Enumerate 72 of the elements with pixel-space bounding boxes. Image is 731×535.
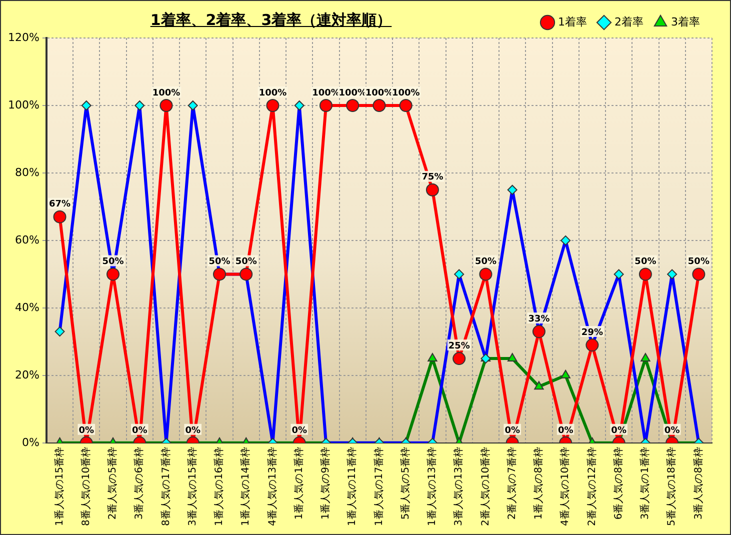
point	[479, 268, 492, 281]
data-label: 29%	[581, 328, 603, 338]
x-tick-label: 2番人気の10番枠	[479, 446, 492, 526]
x-tick-label: 4番人気の10番枠	[559, 446, 572, 526]
data-label: 0%	[611, 426, 626, 436]
x-tick-label: 1番人気の16番枠	[213, 446, 226, 526]
x-tick-label: 1番人気の8番枠	[532, 446, 545, 520]
x-tick-label: 3番人気の6番枠	[133, 446, 146, 520]
data-label: 50%	[208, 257, 230, 268]
point	[426, 183, 439, 196]
x-tick-label: 3番人気の8番枠	[692, 446, 704, 520]
data-label: 100%	[312, 88, 340, 98]
x-tick-label: 8番人気の10番枠	[80, 446, 92, 526]
data-label: 100%	[365, 88, 394, 98]
legend-label: 3着率	[671, 15, 700, 28]
point	[53, 210, 66, 224]
x-tick-label: 3番人気の1番枠	[639, 446, 652, 520]
data-label: 33%	[528, 314, 550, 324]
legend-label: 2着率	[614, 15, 644, 28]
point	[160, 98, 173, 112]
y-tick-label: 20%	[14, 368, 40, 382]
data-label: 0%	[558, 426, 574, 436]
point	[346, 98, 360, 112]
x-tick-label: 3番人気の13番枠	[452, 446, 465, 526]
y-tick-label: 40%	[14, 300, 40, 314]
x-tick-label: 2番人気の7番枠	[506, 446, 518, 520]
data-label: 50%	[102, 257, 124, 268]
x-tick-label: 3番人気の15番枠	[186, 446, 198, 526]
point	[266, 98, 280, 112]
data-label: 25%	[448, 341, 470, 352]
data-label: 50%	[634, 257, 656, 268]
data-label: 100%	[258, 88, 287, 98]
x-tick-label: 1番人気の14番枠	[240, 446, 252, 526]
data-label: 0%	[504, 426, 520, 436]
point	[319, 98, 332, 112]
y-tick-label: 100%	[8, 98, 40, 112]
data-label: 50%	[474, 257, 496, 268]
x-tick-label: 4番人気の13番枠	[266, 446, 278, 526]
data-label: 67%	[48, 200, 71, 210]
x-tick-label: 1番人気の15番枠	[53, 446, 66, 526]
point	[372, 98, 386, 112]
point	[692, 268, 706, 281]
y-tick-label: 120%	[8, 30, 40, 44]
x-tick-label: 1番人気の13番枠	[426, 446, 438, 526]
point	[638, 268, 652, 281]
data-label: 100%	[152, 88, 180, 98]
data-label: 50%	[688, 257, 710, 268]
data-label: 0%	[185, 426, 201, 436]
data-label: 50%	[235, 257, 257, 268]
x-tick-label: 6番人気の8番枠	[612, 446, 624, 520]
y-tick-label: 80%	[14, 166, 40, 179]
y-tick-label: 0%	[22, 436, 40, 449]
x-tick-label: 1番人気の11番枠	[346, 446, 358, 526]
data-label: 0%	[78, 426, 94, 436]
data-label: 0%	[664, 426, 680, 436]
legend-label: 1着率	[558, 15, 588, 28]
data-label: 100%	[392, 88, 420, 98]
data-label: 0%	[132, 426, 148, 436]
data-label: 100%	[338, 88, 367, 98]
x-tick-label: 1番人気の1番枠	[292, 446, 305, 520]
x-tick-label: 1番人気の9番枠	[320, 446, 332, 520]
data-label: 0%	[292, 426, 307, 436]
chart-title: 1着率、2着率、3着率（連対率順）	[149, 11, 393, 30]
x-tick-label: 5番人気の18番枠	[666, 446, 678, 526]
x-tick-label: 5番人気の5番枠	[399, 446, 412, 520]
x-tick-label: 8番人気の17番枠	[160, 446, 172, 526]
x-tick-label: 1番人気の17番枠	[372, 446, 385, 526]
data-label: 75%	[422, 172, 444, 183]
y-tick-label: 60%	[14, 233, 40, 246]
x-tick-label: 2番人気の5番枠	[106, 446, 119, 520]
point	[399, 98, 412, 112]
x-tick-label: 2番人気の12番枠	[586, 446, 598, 526]
